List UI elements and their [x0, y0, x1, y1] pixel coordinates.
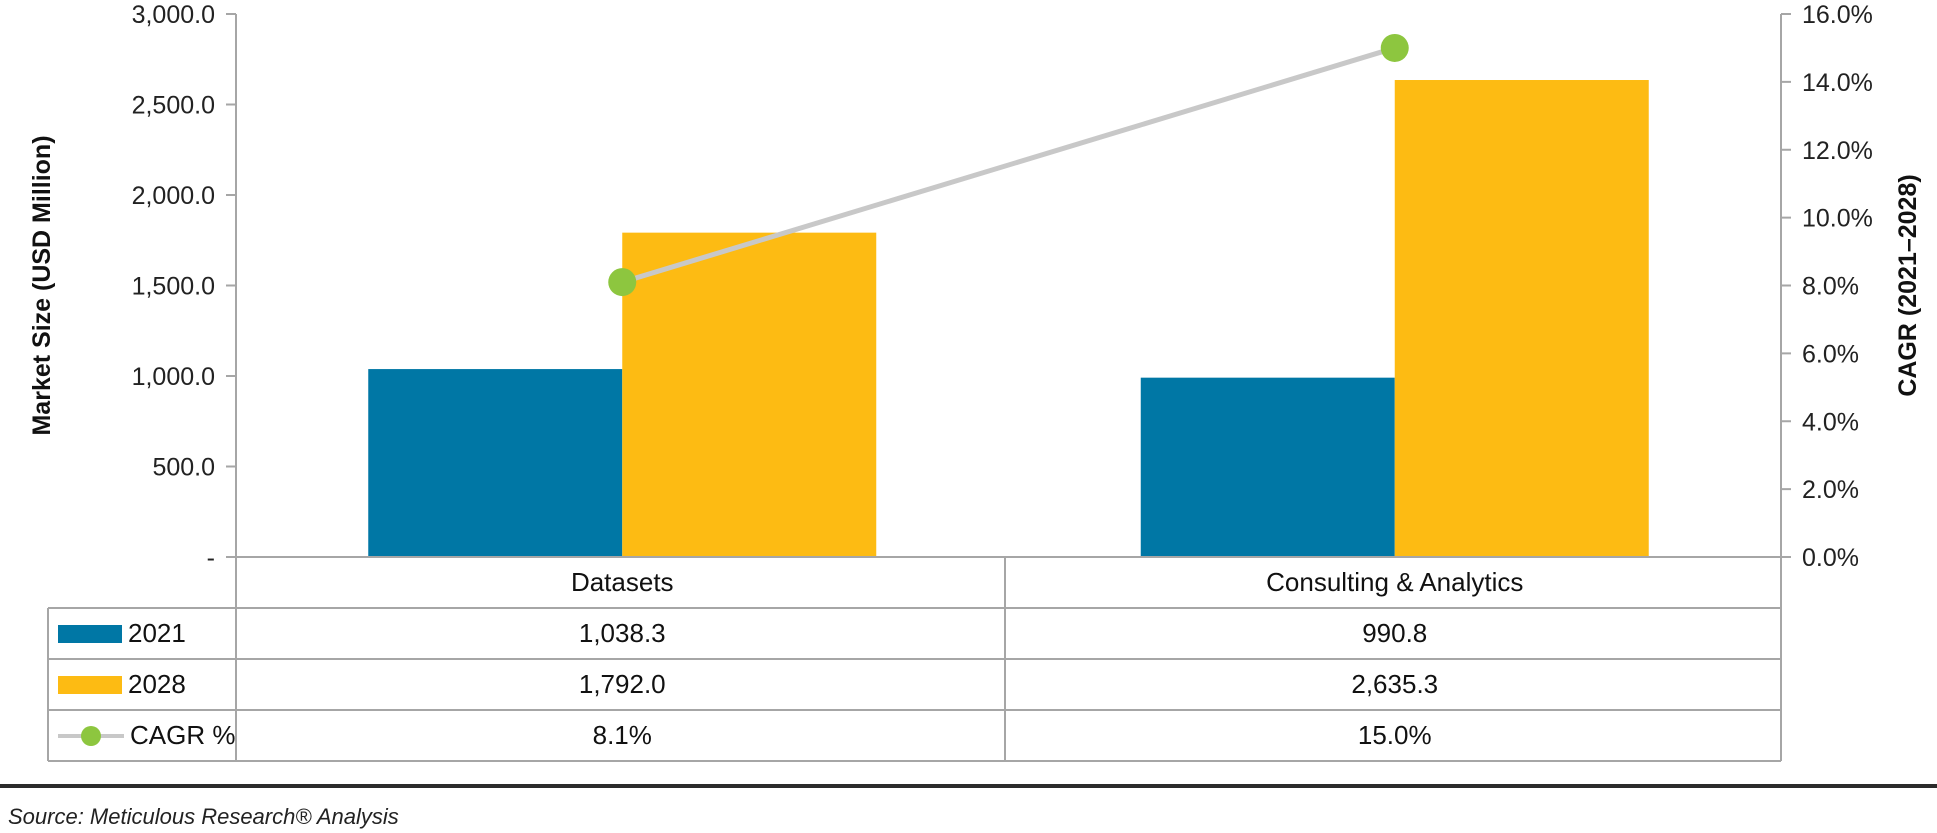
y2-axis-title: CAGR (2021–2028) — [1894, 174, 1922, 396]
plot-area: - 500.0 1,000.0 1,500.0 2,000.0 2,500.0 3,000.… — [28, 1, 1922, 572]
y2-tick-label: 0.0% — [1802, 544, 1859, 572]
y2-tick-label: 16.0% — [1802, 1, 1873, 29]
y2-tick-label: 10.0% — [1802, 205, 1873, 233]
y-tick-label: 3,000.0 — [132, 1, 215, 29]
y2-tick-label: 12.0% — [1802, 137, 1873, 165]
y2-tick-label: 6.0% — [1802, 340, 1859, 368]
legend-cagr-marker — [81, 726, 101, 746]
table-cell-2028-1: 2,635.3 — [1351, 669, 1438, 699]
bar-2028-1 — [1394, 80, 1649, 558]
table-cell-2028-0: 1,792.0 — [579, 669, 666, 699]
y-tick-label: 2,000.0 — [132, 182, 215, 210]
data-table: Datasets Consulting & Analytics 2021 1,038.… — [47, 557, 1782, 762]
y-tick-label: 500.0 — [152, 454, 215, 482]
footer: Source: Meticulous Research® Analysis — [0, 784, 1937, 829]
table-header-1: Consulting & Analytics — [1266, 567, 1523, 597]
legend-label-2021: 2021 — [128, 618, 186, 648]
source-note: Source: Meticulous Research® Analysis — [8, 804, 399, 829]
table-cell-cagr-1: 15.0% — [1358, 720, 1432, 750]
legend-label-2028: 2028 — [128, 669, 186, 699]
footer-divider — [0, 784, 1937, 788]
legend-label-cagr: CAGR % — [130, 720, 235, 750]
y-tick-label: 1,500.0 — [132, 273, 215, 301]
cagr-marker-0 — [608, 268, 637, 297]
bar-2028-0 — [622, 232, 877, 557]
y2-tick-label: 14.0% — [1802, 69, 1873, 97]
table-cell-2021-1: 990.8 — [1362, 618, 1427, 648]
bar-2021-1 — [1140, 377, 1395, 557]
y-axis-title: Market Size (USD Million) — [28, 135, 56, 435]
legend-swatch-2028 — [58, 676, 122, 694]
cagr-line — [621, 45, 1396, 285]
y-tick-label: - — [207, 544, 215, 572]
cagr-marker-1 — [1380, 33, 1409, 62]
y2-tick-label: 8.0% — [1802, 273, 1859, 301]
bar-2021-0 — [368, 369, 623, 557]
table-cell-cagr-0: 8.1% — [593, 720, 652, 750]
table-cell-2021-0: 1,038.3 — [579, 618, 666, 648]
table-header-0: Datasets — [571, 567, 674, 597]
y-tick-label: 1,000.0 — [132, 363, 215, 391]
y-tick-label: 2,500.0 — [132, 92, 215, 120]
y2-tick-label: 2.0% — [1802, 476, 1859, 504]
y2-tick-label: 4.0% — [1802, 408, 1859, 436]
legend-swatch-2021 — [58, 625, 122, 643]
